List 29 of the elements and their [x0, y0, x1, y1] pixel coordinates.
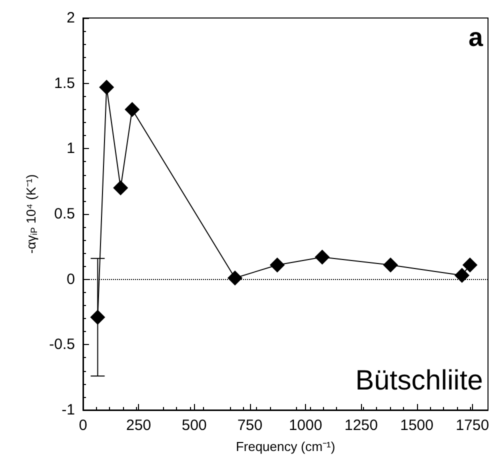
y-tick-label: -1	[62, 402, 75, 418]
point	[113, 180, 128, 196]
x-tick-label: 1750	[456, 417, 490, 434]
point	[227, 270, 242, 286]
y-tick-label: 0	[66, 270, 75, 288]
point	[90, 310, 106, 325]
point	[454, 268, 470, 283]
annotation: a	[468, 22, 484, 52]
x-tick-label: 0	[78, 417, 88, 434]
point	[124, 102, 140, 117]
point	[270, 257, 285, 272]
x-tick-label: 1250	[344, 417, 378, 434]
x-tick-label: 1000	[288, 417, 322, 434]
x-tick-label: 1500	[400, 417, 434, 434]
annotation: Bütschliite	[355, 364, 484, 396]
point	[99, 80, 114, 95]
point	[383, 257, 398, 272]
x-tick-label: 750	[237, 417, 262, 434]
x-tick-label: 500	[182, 417, 207, 434]
y-tick-label: -0.5	[49, 336, 75, 354]
y-tick-label: 0.5	[54, 206, 75, 222]
x-axis-title: Frequency (cm⁻¹)	[236, 439, 336, 454]
y-tick-label: 1	[66, 140, 75, 158]
y-tick-label: 2	[66, 10, 75, 26]
y-tick-label: 1.5	[54, 74, 75, 92]
point	[314, 250, 330, 265]
point	[462, 257, 478, 272]
y-axis-title: -αγiP 10⁴ (K⁻¹)	[23, 174, 39, 254]
x-tick-label: 250	[126, 417, 152, 434]
